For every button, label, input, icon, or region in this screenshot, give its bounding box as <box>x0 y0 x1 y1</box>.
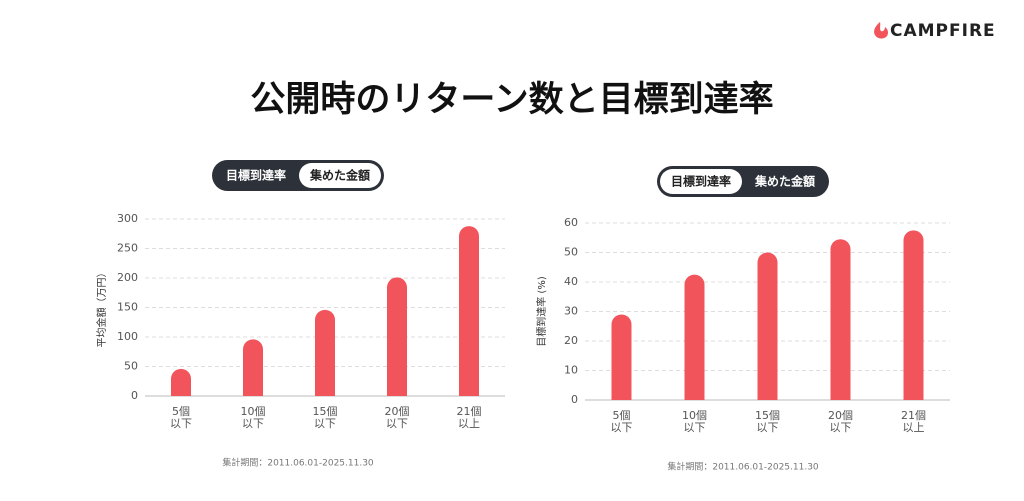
y-tick-label: 150 <box>117 301 138 314</box>
toggle-button[interactable]: 集めた金額 <box>309 168 370 183</box>
x-tick-label: 以下 <box>830 421 852 434</box>
x-tick-label: 10個 <box>682 409 707 422</box>
y-tick-label: 30 <box>564 305 578 318</box>
bar <box>611 314 632 400</box>
y-tick-label: 100 <box>117 330 138 343</box>
y-tick-label: 10 <box>564 364 578 377</box>
brand-logo: CAMPFIRE <box>874 21 996 41</box>
y-tick-label: 250 <box>117 242 138 255</box>
y-tick-label: 0 <box>571 393 578 406</box>
x-tick-label: 20個 <box>828 409 853 422</box>
y-tick-label: 60 <box>564 216 578 229</box>
toggle-button[interactable]: 目標到達率 <box>226 168 286 183</box>
toggle-active-bg <box>299 163 381 188</box>
x-tick-label: 5個 <box>613 409 631 422</box>
x-tick-label: 15個 <box>313 405 338 418</box>
x-tick-label: 15個 <box>755 409 780 422</box>
x-tick-label: 以下 <box>170 417 192 430</box>
x-tick-label: 以上 <box>458 417 480 430</box>
flame-icon <box>874 22 889 39</box>
y-tick-label: 200 <box>117 271 138 284</box>
y-tick-label: 0 <box>131 389 138 402</box>
y-tick-label: 40 <box>564 275 578 288</box>
toggle-active-bg <box>660 169 742 194</box>
bar <box>315 309 335 396</box>
x-tick-label: 以下 <box>314 417 336 430</box>
x-tick-label: 以上 <box>903 421 925 434</box>
bar <box>684 274 705 400</box>
bar <box>171 368 191 396</box>
y-tick-label: 300 <box>117 212 138 225</box>
y-tick-label: 50 <box>564 246 578 259</box>
y-axis-label: 目標到達率 (%) <box>535 276 548 347</box>
toggle-button[interactable]: 目標到達率 <box>671 174 731 189</box>
x-tick-label: 以下 <box>386 417 408 430</box>
bar <box>459 226 479 396</box>
footnote: 集計期間：2011.06.01-2025.11.30 <box>222 457 374 469</box>
x-tick-label: 以下 <box>757 421 779 434</box>
x-tick-label: 5個 <box>172 405 190 418</box>
page-title: 公開時のリターン数と目標到達率 <box>250 80 773 120</box>
x-tick-label: 20個 <box>385 405 410 418</box>
footnote: 集計期間：2011.06.01-2025.11.30 <box>667 461 819 473</box>
bar <box>903 230 924 400</box>
y-tick-label: 50 <box>124 360 138 373</box>
y-tick-label: 20 <box>564 334 578 347</box>
brand-name: CAMPFIRE <box>890 21 996 41</box>
x-tick-label: 10個 <box>241 405 266 418</box>
x-tick-label: 21個 <box>901 409 926 422</box>
toggle-button[interactable]: 集めた金額 <box>754 174 815 189</box>
x-tick-label: 以下 <box>611 421 633 434</box>
x-tick-label: 以下 <box>684 421 706 434</box>
x-tick-label: 以下 <box>242 417 264 430</box>
y-axis-label: 平均金額（万円） <box>95 268 108 348</box>
bar <box>387 277 407 396</box>
x-tick-label: 21個 <box>457 405 482 418</box>
bar <box>243 339 263 396</box>
bar <box>757 252 778 400</box>
bar <box>830 239 851 400</box>
